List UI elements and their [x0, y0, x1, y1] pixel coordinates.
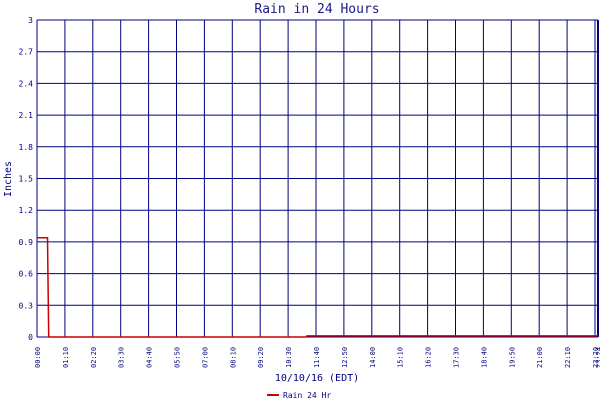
y-axis-label: Inches	[3, 161, 14, 197]
y-tick-label: 0	[28, 333, 33, 342]
y-axis-ticks: 0 0.3 0.6 0.9 1.2 1.5 1.8 2.1 2.4 2.7 3	[19, 16, 34, 342]
y-tick-label: 0.9	[19, 238, 34, 247]
x-tick-label: 16:20	[425, 347, 433, 368]
y-tick-label: 3	[28, 16, 33, 25]
x-tick-label: 02:20	[90, 347, 98, 368]
x-tick-label: 12:50	[341, 347, 349, 368]
x-tick-label: 07:00	[201, 347, 209, 368]
x-tick-label: 15:10	[397, 347, 405, 368]
legend: Rain 24 Hr	[267, 391, 331, 400]
x-tick-label: 23:20	[592, 347, 600, 368]
x-tick-label: 22:10	[564, 347, 572, 368]
y-tick-label: 1.8	[19, 143, 34, 152]
y-tick-label: 1.5	[19, 175, 34, 184]
y-tick-label: 0.3	[19, 301, 34, 310]
x-tick-label: 05:50	[174, 347, 182, 368]
x-axis-label: 10/10/16 (EDT)	[275, 373, 359, 384]
y-tick-label: 2.7	[19, 48, 34, 57]
y-tick-label: 0.6	[19, 270, 34, 279]
x-tick-label: 21:00	[536, 347, 544, 368]
x-tick-label: 11:40	[313, 347, 321, 368]
x-tick-label: 03:30	[118, 347, 126, 368]
x-axis-ticks: 00:00 01:10 02:20 03:30 04:40 05:50 07:00 08:10…	[34, 347, 600, 368]
y-tick-label: 2.4	[19, 79, 34, 88]
x-tick-label: 14:00	[369, 347, 377, 368]
series-line-rain-24-hr	[37, 236, 598, 338]
x-tick-label: 19:50	[508, 347, 516, 368]
y-tick-label: 1.2	[19, 206, 34, 215]
legend-label: Rain 24 Hr	[283, 391, 331, 400]
x-tick-label: 10:30	[285, 347, 293, 368]
x-tick-label: 17:30	[453, 347, 461, 368]
x-tick-label: 18:40	[480, 347, 488, 368]
grid	[36, 19, 599, 338]
y-tick-label: 2.1	[19, 111, 34, 120]
x-tick-label: 04:40	[146, 347, 154, 368]
series-layer	[37, 236, 598, 338]
x-tick-label: 00:00	[34, 347, 42, 368]
x-tick-label: 01:10	[62, 347, 70, 368]
x-tick-label: 23:24	[595, 347, 600, 368]
chart-title: Rain in 24 Hours	[254, 2, 379, 17]
x-tick-label: 08:10	[229, 347, 237, 368]
x-tick-label: 09:20	[257, 347, 265, 368]
